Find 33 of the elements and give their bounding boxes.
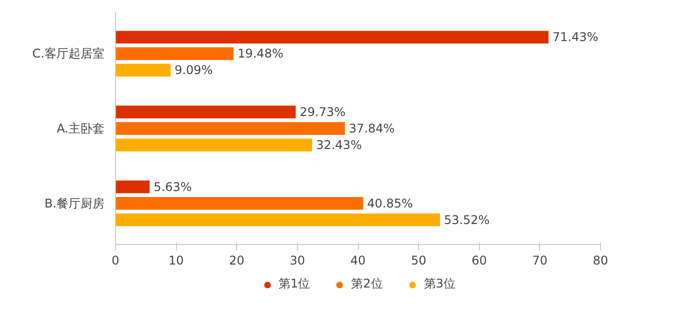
x-tick-label: 40: [350, 254, 366, 268]
x-tick-label: 50: [410, 254, 426, 268]
data-label: 71.43%: [552, 30, 598, 44]
x-tick-label: 10: [168, 254, 184, 268]
x-tick-label: 60: [472, 254, 487, 268]
x-tick-label: 70: [532, 254, 548, 268]
bar: [116, 64, 171, 76]
bar: [116, 213, 440, 226]
bar: [116, 138, 312, 152]
legend-label: 第2位: [351, 276, 383, 292]
bar: [116, 180, 150, 194]
bar: [116, 30, 549, 44]
data-label: 37.84%: [348, 122, 395, 136]
bar: [116, 196, 364, 210]
data-label: 32.43%: [316, 138, 362, 152]
legend-label: 第1位: [278, 276, 310, 292]
bar: [116, 122, 345, 135]
y-tick-label: A.主卧套: [56, 122, 104, 136]
legend-label: 第3位: [424, 276, 456, 292]
data-label: 19.48%: [238, 46, 284, 61]
y-tick-label: B.餐厅厨房: [44, 196, 104, 210]
data-label: 5.63%: [154, 180, 192, 194]
y-tick-label: C.客厅起居室: [32, 46, 105, 61]
data-label: 9.09%: [174, 63, 213, 78]
data-label: 53.52%: [444, 212, 490, 227]
x-tick-label: 30: [290, 254, 306, 268]
x-tick-label: 0: [112, 254, 120, 268]
bar: [116, 106, 296, 118]
data-label: 40.85%: [367, 196, 413, 210]
x-tick-label: 80: [592, 254, 608, 268]
data-label: 29.73%: [300, 105, 346, 120]
x-tick-label: 20: [229, 254, 244, 268]
bar: [116, 47, 234, 60]
